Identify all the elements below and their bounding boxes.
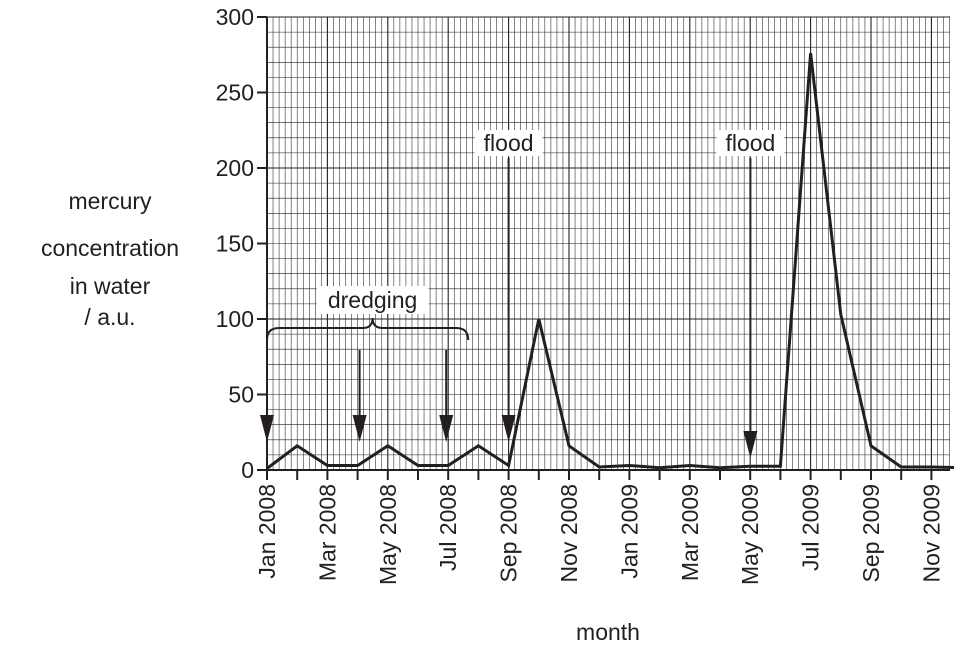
flood-label: flood [725,130,775,156]
dredging-arrow-head [352,415,367,442]
dredging-label: dredging [328,287,418,313]
y-axis-label-line: / a.u. [84,304,135,330]
flood-arrow-head [743,431,758,458]
y-tick-label: 300 [216,4,254,30]
x-tick-label: Nov 2009 [918,484,944,582]
y-axis-label-line: concentration [41,235,179,261]
y-tick-label: 100 [216,306,254,332]
x-tick-label: Nov 2008 [556,484,582,582]
series-layer [266,53,954,470]
x-tick-label: Mar 2009 [677,484,703,581]
x-tick-label: Jul 2009 [798,484,824,571]
x-tick-label: May 2008 [375,484,401,585]
series-line [266,53,954,470]
dredging-label-bg [316,286,429,314]
y-tick-label: 200 [216,155,254,181]
x-tick-label: Jan 2009 [616,484,642,579]
x-tick-label: Sep 2009 [858,484,884,582]
flood-label: flood [484,130,534,156]
x-axis-label: month [576,619,640,645]
dredging-bracket [266,317,470,341]
flood-label-bg [474,130,543,156]
flood-label-bg [716,130,785,156]
x-tick-label: Jul 2008 [435,484,461,571]
annotations: flood flood dredging [260,130,785,458]
y-tick-labels: 0 50 100 150 200 250 300 [216,4,254,483]
x-tick-label: Jan 2008 [254,484,280,579]
dredging-arrow-head [260,415,274,442]
y-tick-label: 150 [216,231,254,257]
x-tick-label: May 2009 [737,484,763,585]
x-tick-labels: Jan 2008 Mar 2008 May 2008 Jul 2008 Sep 2008… [254,484,944,585]
dredging-arrow-head [439,415,454,442]
flood-arrow-head [501,415,516,442]
y-axis-label-line: in water [70,273,151,299]
x-tick-label: Sep 2008 [496,484,522,582]
x-tick-label: Mar 2008 [314,484,340,581]
grid [266,16,950,471]
y-tick-label: 50 [228,382,254,408]
y-axis-label-line: mercury [68,188,152,214]
y-tick-label: 0 [241,457,254,483]
y-tick-label: 250 [216,80,254,106]
